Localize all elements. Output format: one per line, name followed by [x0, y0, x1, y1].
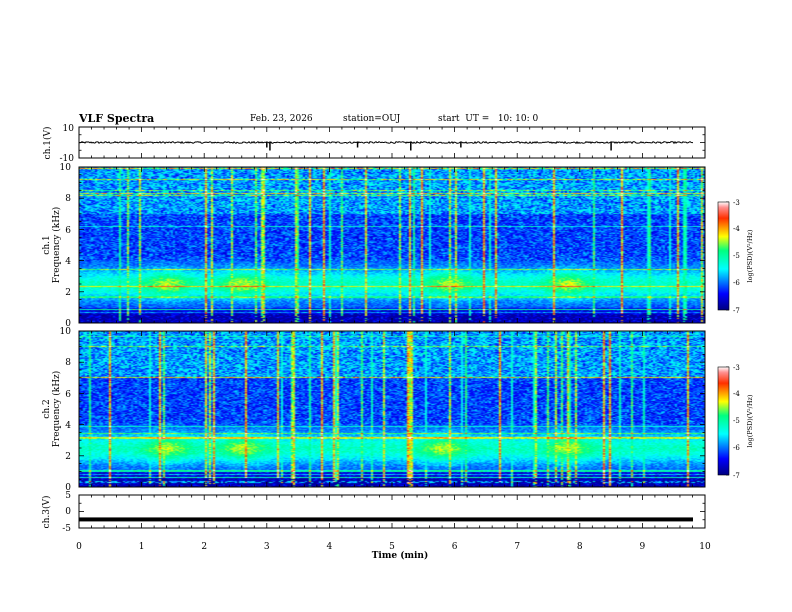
xtick-label-6: 6 — [452, 542, 458, 552]
ch1-ytick-top: 10 — [63, 124, 75, 134]
xtick-label-0: 0 — [76, 542, 82, 552]
spec2-ytick-2: 2 — [65, 452, 71, 462]
ch2-spectrogram-image — [79, 331, 705, 487]
chart-title: VLF Spectra — [79, 112, 155, 125]
xtick-label-3: 3 — [264, 542, 270, 552]
cbar2-tick-m4: -4 — [733, 390, 740, 398]
spec2-ytick-10: 10 — [60, 327, 72, 337]
spec1-ytick-0: 0 — [65, 319, 71, 329]
spec1-ytick-10: 10 — [60, 163, 72, 173]
cbar1-tick-m4: -4 — [733, 225, 740, 233]
x-axis-label: Time (min) — [372, 550, 429, 561]
cbar2-tick-m7: -7 — [733, 472, 740, 480]
cbar1-tick-m3: -3 — [733, 199, 740, 207]
cbar1-tick-m6: -6 — [733, 279, 740, 287]
colorbar-1 — [717, 201, 730, 311]
ch3-ytick-top: 5 — [65, 491, 71, 501]
colorbar-1-label: log(PSD)(V²/Hz) — [746, 229, 754, 282]
xtick-label-2: 2 — [201, 542, 207, 552]
station-label: station=OUJ — [343, 114, 401, 124]
spec2-ytick-0: 0 — [65, 483, 71, 493]
spec2-ylabel-frequency: Frequency (kHz) — [51, 371, 62, 448]
colorbar-2-label: log(PSD)(V²/Hz) — [746, 394, 754, 447]
xtick-label-10: 10 — [699, 542, 711, 552]
recording-date: Feb. 23, 2026 — [250, 114, 313, 124]
xtick-label-7: 7 — [514, 542, 520, 552]
start-time: start UT = 10: 10: 0 — [438, 114, 539, 124]
ch3-waveform-trace — [79, 517, 693, 522]
cbar1-tick-m7: -7 — [733, 307, 740, 315]
cbar2-tick-m3: -3 — [733, 364, 740, 372]
spec2-ylabel-channel: ch.2 — [42, 399, 52, 418]
xtick-label-8: 8 — [577, 542, 583, 552]
spec2-ytick-4: 4 — [65, 421, 71, 431]
spec2-ytick-6: 6 — [65, 390, 71, 400]
cbar2-tick-m5: -5 — [733, 417, 740, 425]
cbar1-tick-m5: -5 — [733, 252, 740, 260]
spec2-ytick-8: 8 — [65, 358, 71, 368]
ch3-ylabel: ch.3(V) — [41, 496, 52, 529]
xtick-label-9: 9 — [640, 542, 646, 552]
ch1-waveform-trace — [78, 140, 694, 145]
ch1-spectrogram-image — [79, 167, 705, 323]
xtick-label-1: 1 — [139, 542, 145, 552]
spec1-ytick-8: 8 — [65, 194, 71, 204]
xtick-label-4: 4 — [327, 542, 333, 552]
ch3-ytick-mid: 0 — [65, 507, 71, 517]
colorbar-2 — [717, 366, 730, 476]
spec1-ytick-4: 4 — [65, 257, 71, 267]
spec1-ytick-2: 2 — [65, 288, 71, 298]
spec1-ylabel-channel: ch.1 — [42, 235, 52, 254]
spec1-ytick-6: 6 — [65, 226, 71, 236]
cbar2-tick-m6: -6 — [733, 444, 740, 452]
ch1-ytick-bottom: -10 — [60, 154, 75, 164]
xtick-label-5: 5 — [389, 542, 395, 552]
ch1-ylabel: ch.1(V) — [42, 127, 53, 160]
ch3-ytick-bottom: -5 — [62, 524, 71, 534]
spec1-ylabel-frequency: Frequency (kHz) — [51, 207, 62, 284]
